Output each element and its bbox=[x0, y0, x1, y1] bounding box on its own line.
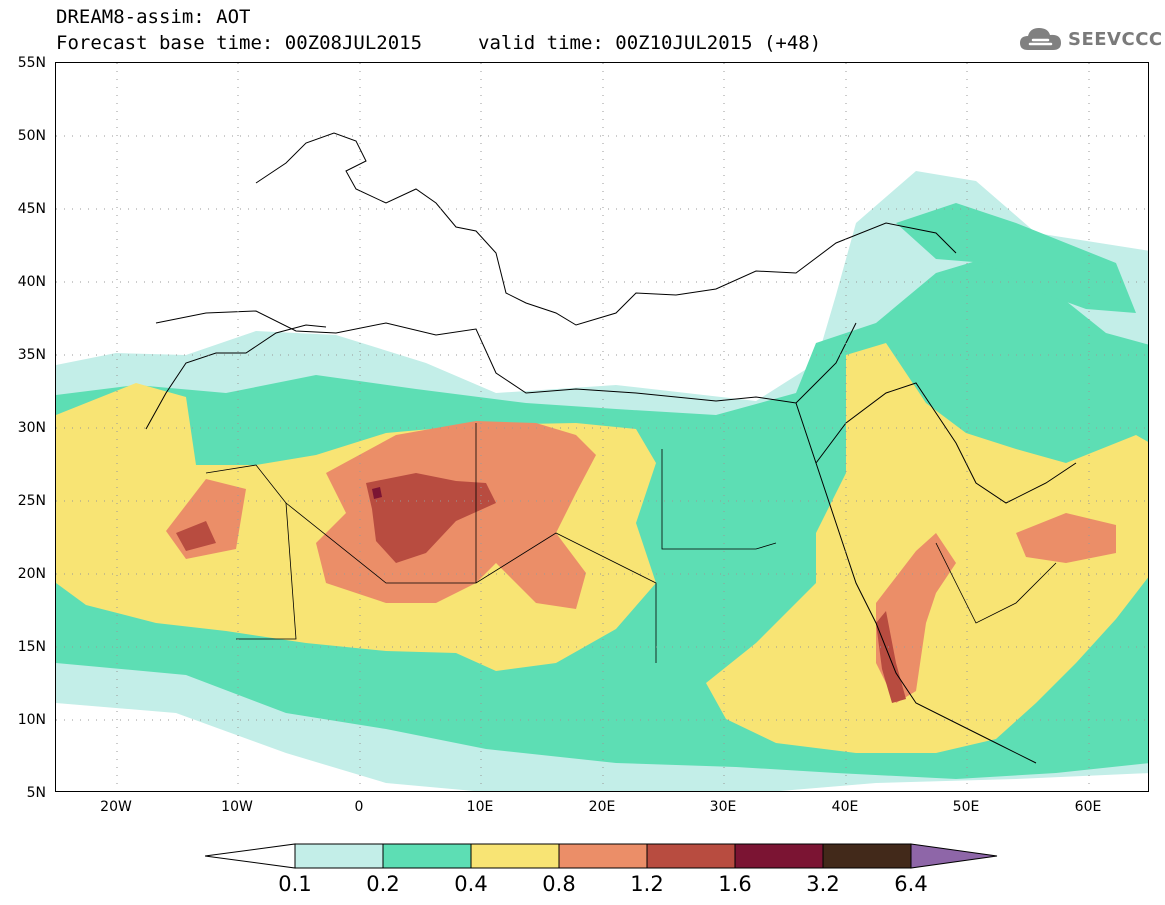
colorbar-swatch bbox=[822, 843, 912, 869]
forecast-base-time: Forecast base time: 00Z08JUL2015 bbox=[56, 32, 423, 54]
lon-label: 60E bbox=[1074, 799, 1102, 815]
lat-label: 15N bbox=[17, 639, 46, 655]
lat-label: 45N bbox=[17, 201, 46, 217]
product-title: DREAM8-assim: AOT bbox=[56, 6, 251, 28]
cloud-icon bbox=[1020, 28, 1061, 50]
colorbar-label: 0.8 bbox=[542, 872, 576, 896]
lat-label: 5N bbox=[26, 785, 46, 801]
colorbar-swatch bbox=[734, 843, 824, 869]
lat-label: 40N bbox=[17, 274, 46, 290]
colorbar-label: 6.4 bbox=[894, 872, 928, 896]
colorbar-label: 1.2 bbox=[630, 872, 664, 896]
coastlines bbox=[145, 132, 1077, 764]
colorbar-upper-arrow bbox=[910, 843, 998, 869]
lon-label: 10E bbox=[466, 799, 494, 815]
colorbar-swatch bbox=[558, 843, 648, 869]
colorbar-label: 0.1 bbox=[278, 872, 312, 896]
lat-lon-grid bbox=[56, 63, 1148, 791]
lat-label: 20N bbox=[17, 566, 46, 582]
colorbar-swatch bbox=[646, 843, 736, 869]
colorbar-swatch bbox=[382, 843, 472, 869]
colorbar-lower-arrow bbox=[205, 843, 296, 869]
lat-label: 10N bbox=[17, 712, 46, 728]
lat-label: 35N bbox=[17, 347, 46, 363]
colorbar-label: 0.4 bbox=[454, 872, 488, 896]
colorbar-label: 0.2 bbox=[366, 872, 400, 896]
lon-label: 40E bbox=[831, 799, 859, 815]
brand-logo: SEEVCCC bbox=[1018, 24, 1163, 54]
colorbar-swatch bbox=[294, 843, 384, 869]
lat-label: 55N bbox=[17, 55, 46, 71]
aot-map bbox=[55, 62, 1149, 792]
aot-level-1.2 bbox=[176, 473, 906, 703]
lon-label: 50E bbox=[952, 799, 980, 815]
lon-label: 20E bbox=[588, 799, 616, 815]
colorbar-swatch bbox=[470, 843, 560, 869]
aot-level-1.6 bbox=[372, 487, 382, 499]
lon-label: 20W bbox=[100, 799, 132, 815]
lon-label: 30E bbox=[709, 799, 737, 815]
brand-name: SEEVCCC bbox=[1068, 28, 1163, 50]
lat-label: 30N bbox=[17, 420, 46, 436]
colorbar-label: 3.2 bbox=[806, 872, 840, 896]
colorbar bbox=[205, 843, 998, 869]
lon-label: 0 bbox=[354, 799, 364, 815]
country-borders bbox=[205, 423, 1057, 663]
valid-time: valid time: 00Z10JUL2015 (+48) bbox=[478, 32, 822, 54]
lat-label: 25N bbox=[17, 493, 46, 509]
lat-label: 50N bbox=[17, 128, 46, 144]
colorbar-label: 1.6 bbox=[718, 872, 752, 896]
lon-label: 10W bbox=[221, 799, 253, 815]
